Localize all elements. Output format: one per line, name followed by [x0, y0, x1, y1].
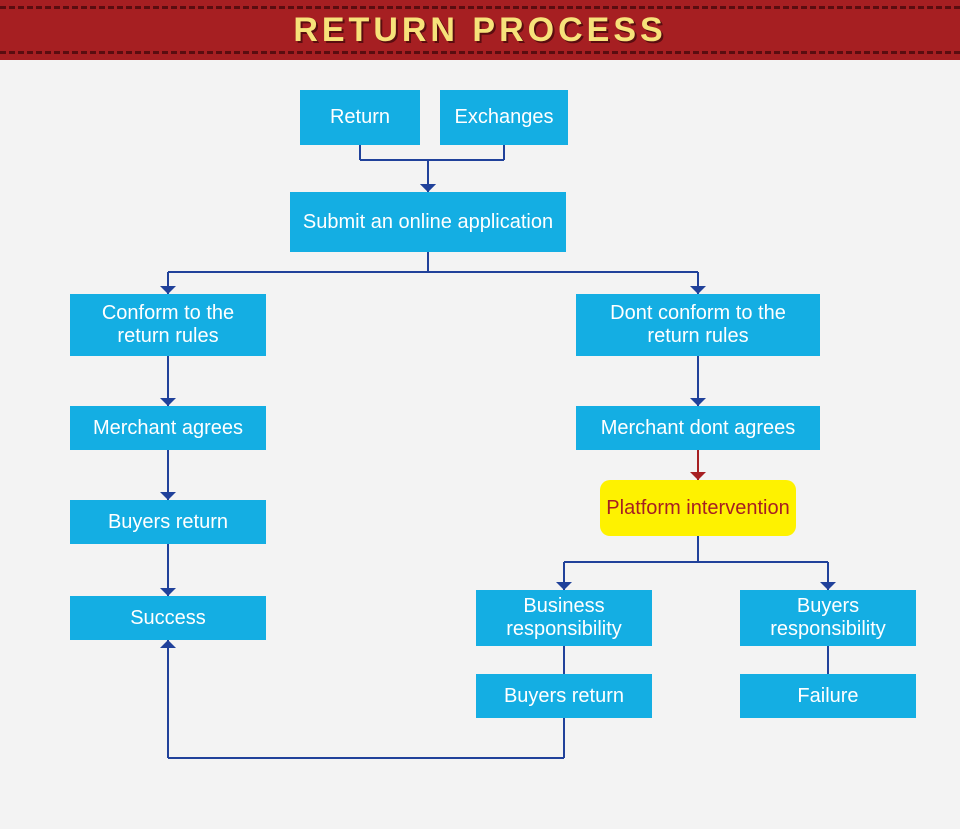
node-bret1: Buyers return	[70, 500, 266, 544]
node-bret2: Buyers return	[476, 674, 652, 718]
node-success: Success	[70, 596, 266, 640]
node-magree: Merchant agrees	[70, 406, 266, 450]
node-conform: Conform to the return rules	[70, 294, 266, 356]
node-exchanges: Exchanges	[440, 90, 568, 145]
node-submit: Submit an online application	[290, 192, 566, 252]
flowchart-canvas: Return Exchanges Submit an online applicat…	[0, 60, 960, 829]
node-busresp: Business responsibility	[476, 590, 652, 646]
page-title: RETURN PROCESS	[0, 0, 960, 60]
node-buyresp: Buyers responsibility	[740, 590, 916, 646]
node-failure: Failure	[740, 674, 916, 718]
node-dontconf: Dont conform to the return rules	[576, 294, 820, 356]
node-mdont: Merchant dont agrees	[576, 406, 820, 450]
title-banner: RETURN PROCESS	[0, 0, 960, 60]
node-return: Return	[300, 90, 420, 145]
node-platform: Platform intervention	[600, 480, 796, 536]
